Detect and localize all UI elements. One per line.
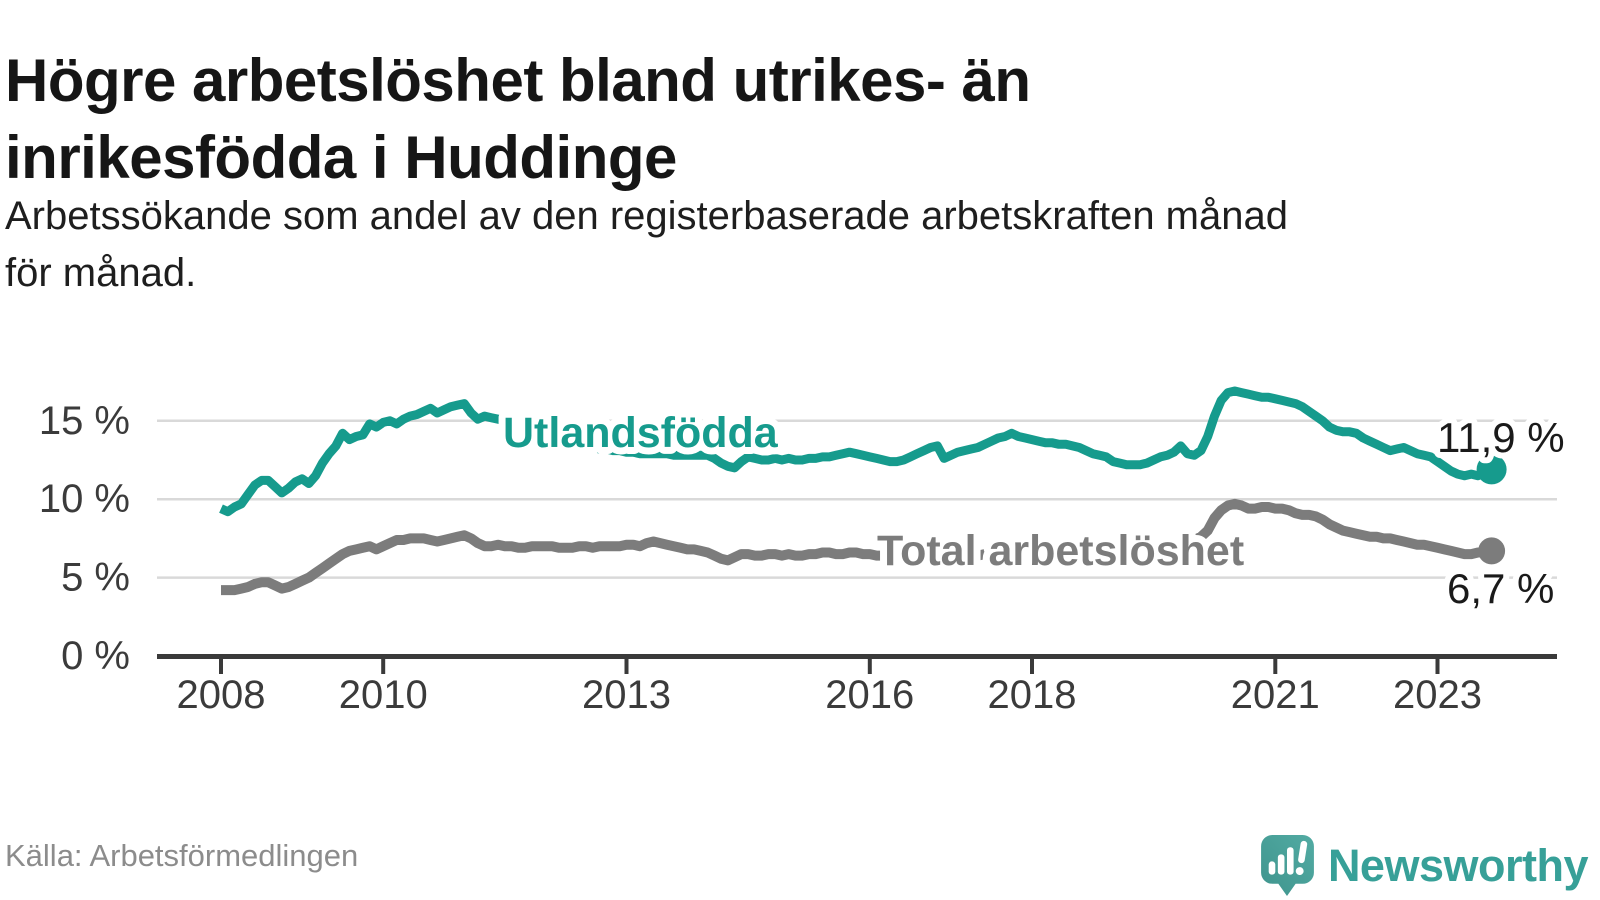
source-note: Källa: Arbetsförmedlingen bbox=[5, 838, 359, 873]
y-tick-label-10: 10 % bbox=[39, 477, 130, 521]
x-tick-label-2016: 2016 bbox=[825, 673, 914, 717]
x-tick-label-2021: 2021 bbox=[1231, 673, 1320, 717]
series-label-total: Total arbetslöshet bbox=[877, 527, 1244, 575]
x-tick-label-2023: 2023 bbox=[1393, 673, 1482, 717]
series-end-dot-utlandsfodda bbox=[1476, 454, 1507, 485]
bar-chart-bar-1 bbox=[1268, 861, 1276, 875]
page-title: Högre arbetslöshet bland utrikes- än inr… bbox=[5, 42, 1031, 196]
end-value-label-total: 6,7 % bbox=[1447, 565, 1554, 612]
exclamation-mark-icon bbox=[1295, 840, 1308, 876]
chart-subtitle: Arbetssökande som andel av den registerb… bbox=[5, 188, 1288, 302]
y-tick-label-0: 0 % bbox=[61, 634, 130, 678]
series-line-utlandsfodda bbox=[219, 386, 1494, 517]
chart-subtitle-line-1: Arbetssökande som andel av den registerb… bbox=[5, 194, 1288, 238]
y-tick-label-15: 15 % bbox=[39, 399, 130, 443]
bar-chart-bar-3 bbox=[1286, 847, 1294, 875]
page-title-line-1: Högre arbetslöshet bland utrikes- än bbox=[5, 47, 1031, 115]
page-title-line-2: inrikesfödda i Huddinge bbox=[5, 124, 677, 192]
end-value-label-utlandsfodda: 11,9 % bbox=[1437, 414, 1565, 461]
series-end-dot-total bbox=[1478, 537, 1506, 565]
newsworthy-logo: Newsworthy bbox=[1260, 834, 1589, 897]
newsworthy-logo-icon bbox=[1261, 835, 1314, 896]
bar-chart-bar-2 bbox=[1277, 854, 1285, 875]
x-tick-label-2018: 2018 bbox=[988, 673, 1077, 717]
chart-subtitle-line-2: för månad. bbox=[5, 251, 197, 295]
series-label-utlandsfodda: Utlandsfödda bbox=[503, 409, 779, 457]
newsworthy-wordmark: Newsworthy bbox=[1327, 839, 1589, 891]
y-tick-label-5: 5 % bbox=[61, 556, 130, 600]
x-tick-label-2008: 2008 bbox=[177, 673, 266, 717]
x-tick-label-2010: 2010 bbox=[339, 673, 428, 717]
x-tick-label-2013: 2013 bbox=[582, 673, 671, 717]
series-line-total bbox=[221, 498, 1493, 596]
